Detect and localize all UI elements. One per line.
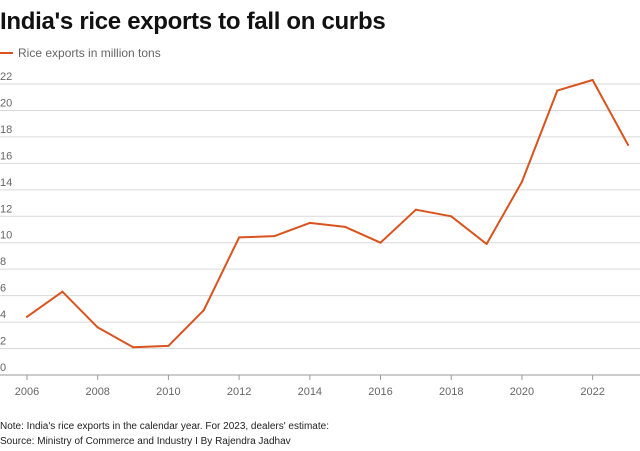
x-tick-label: 2010 <box>156 386 180 398</box>
y-tick-label: 20 <box>0 97 12 109</box>
y-tick-label: 10 <box>0 230 12 242</box>
data-point <box>96 326 99 329</box>
x-tick-label: 2020 <box>510 386 534 398</box>
data-point <box>132 346 135 349</box>
y-tick-label: 6 <box>0 283 6 295</box>
data-point <box>26 315 28 318</box>
data-point <box>556 89 559 92</box>
x-tick-label: 2016 <box>368 386 392 398</box>
y-tick-label: 4 <box>0 309 6 321</box>
data-point <box>414 208 417 211</box>
data-point <box>238 236 241 239</box>
data-point <box>202 309 205 312</box>
data-point <box>308 221 311 224</box>
y-tick-label: 16 <box>0 150 12 162</box>
footer-note: Note: India's rice exports in the calend… <box>0 421 329 432</box>
footer-source: Source: Ministry of Commerce and Industr… <box>0 436 291 447</box>
x-tick-label: 2014 <box>298 386 322 398</box>
data-point <box>344 225 347 228</box>
x-tick-label: 2012 <box>227 386 251 398</box>
x-tick-label: 2022 <box>580 386 604 398</box>
data-point <box>485 243 488 246</box>
series-line <box>26 79 629 349</box>
data-point <box>520 180 523 183</box>
legend-label: Rice exports in million tons <box>18 46 161 60</box>
data-point <box>61 290 64 293</box>
data-point <box>273 235 276 238</box>
y-tick-label: 8 <box>0 256 6 268</box>
y-tick-label: 14 <box>0 177 12 189</box>
legend-swatch <box>0 52 13 54</box>
y-tick-label: 18 <box>0 124 12 136</box>
x-tick-label: 2018 <box>439 386 463 398</box>
y-tick-label: 12 <box>0 203 12 215</box>
data-point <box>379 241 382 244</box>
y-tick-label: 0 <box>0 362 6 374</box>
y-tick-label: 22 <box>0 71 12 83</box>
legend: Rice exports in million tons <box>0 46 161 60</box>
x-tick-label: 2006 <box>15 386 39 398</box>
y-tick-label: 2 <box>0 336 6 348</box>
data-point <box>627 143 629 146</box>
chart-title: India's rice exports to fall on curbs <box>0 8 386 35</box>
x-tick-label: 2008 <box>85 386 109 398</box>
data-point <box>591 79 594 82</box>
data-point <box>167 344 170 347</box>
footer: Note: India's rice exports in the calend… <box>0 419 329 449</box>
data-point <box>450 215 453 218</box>
